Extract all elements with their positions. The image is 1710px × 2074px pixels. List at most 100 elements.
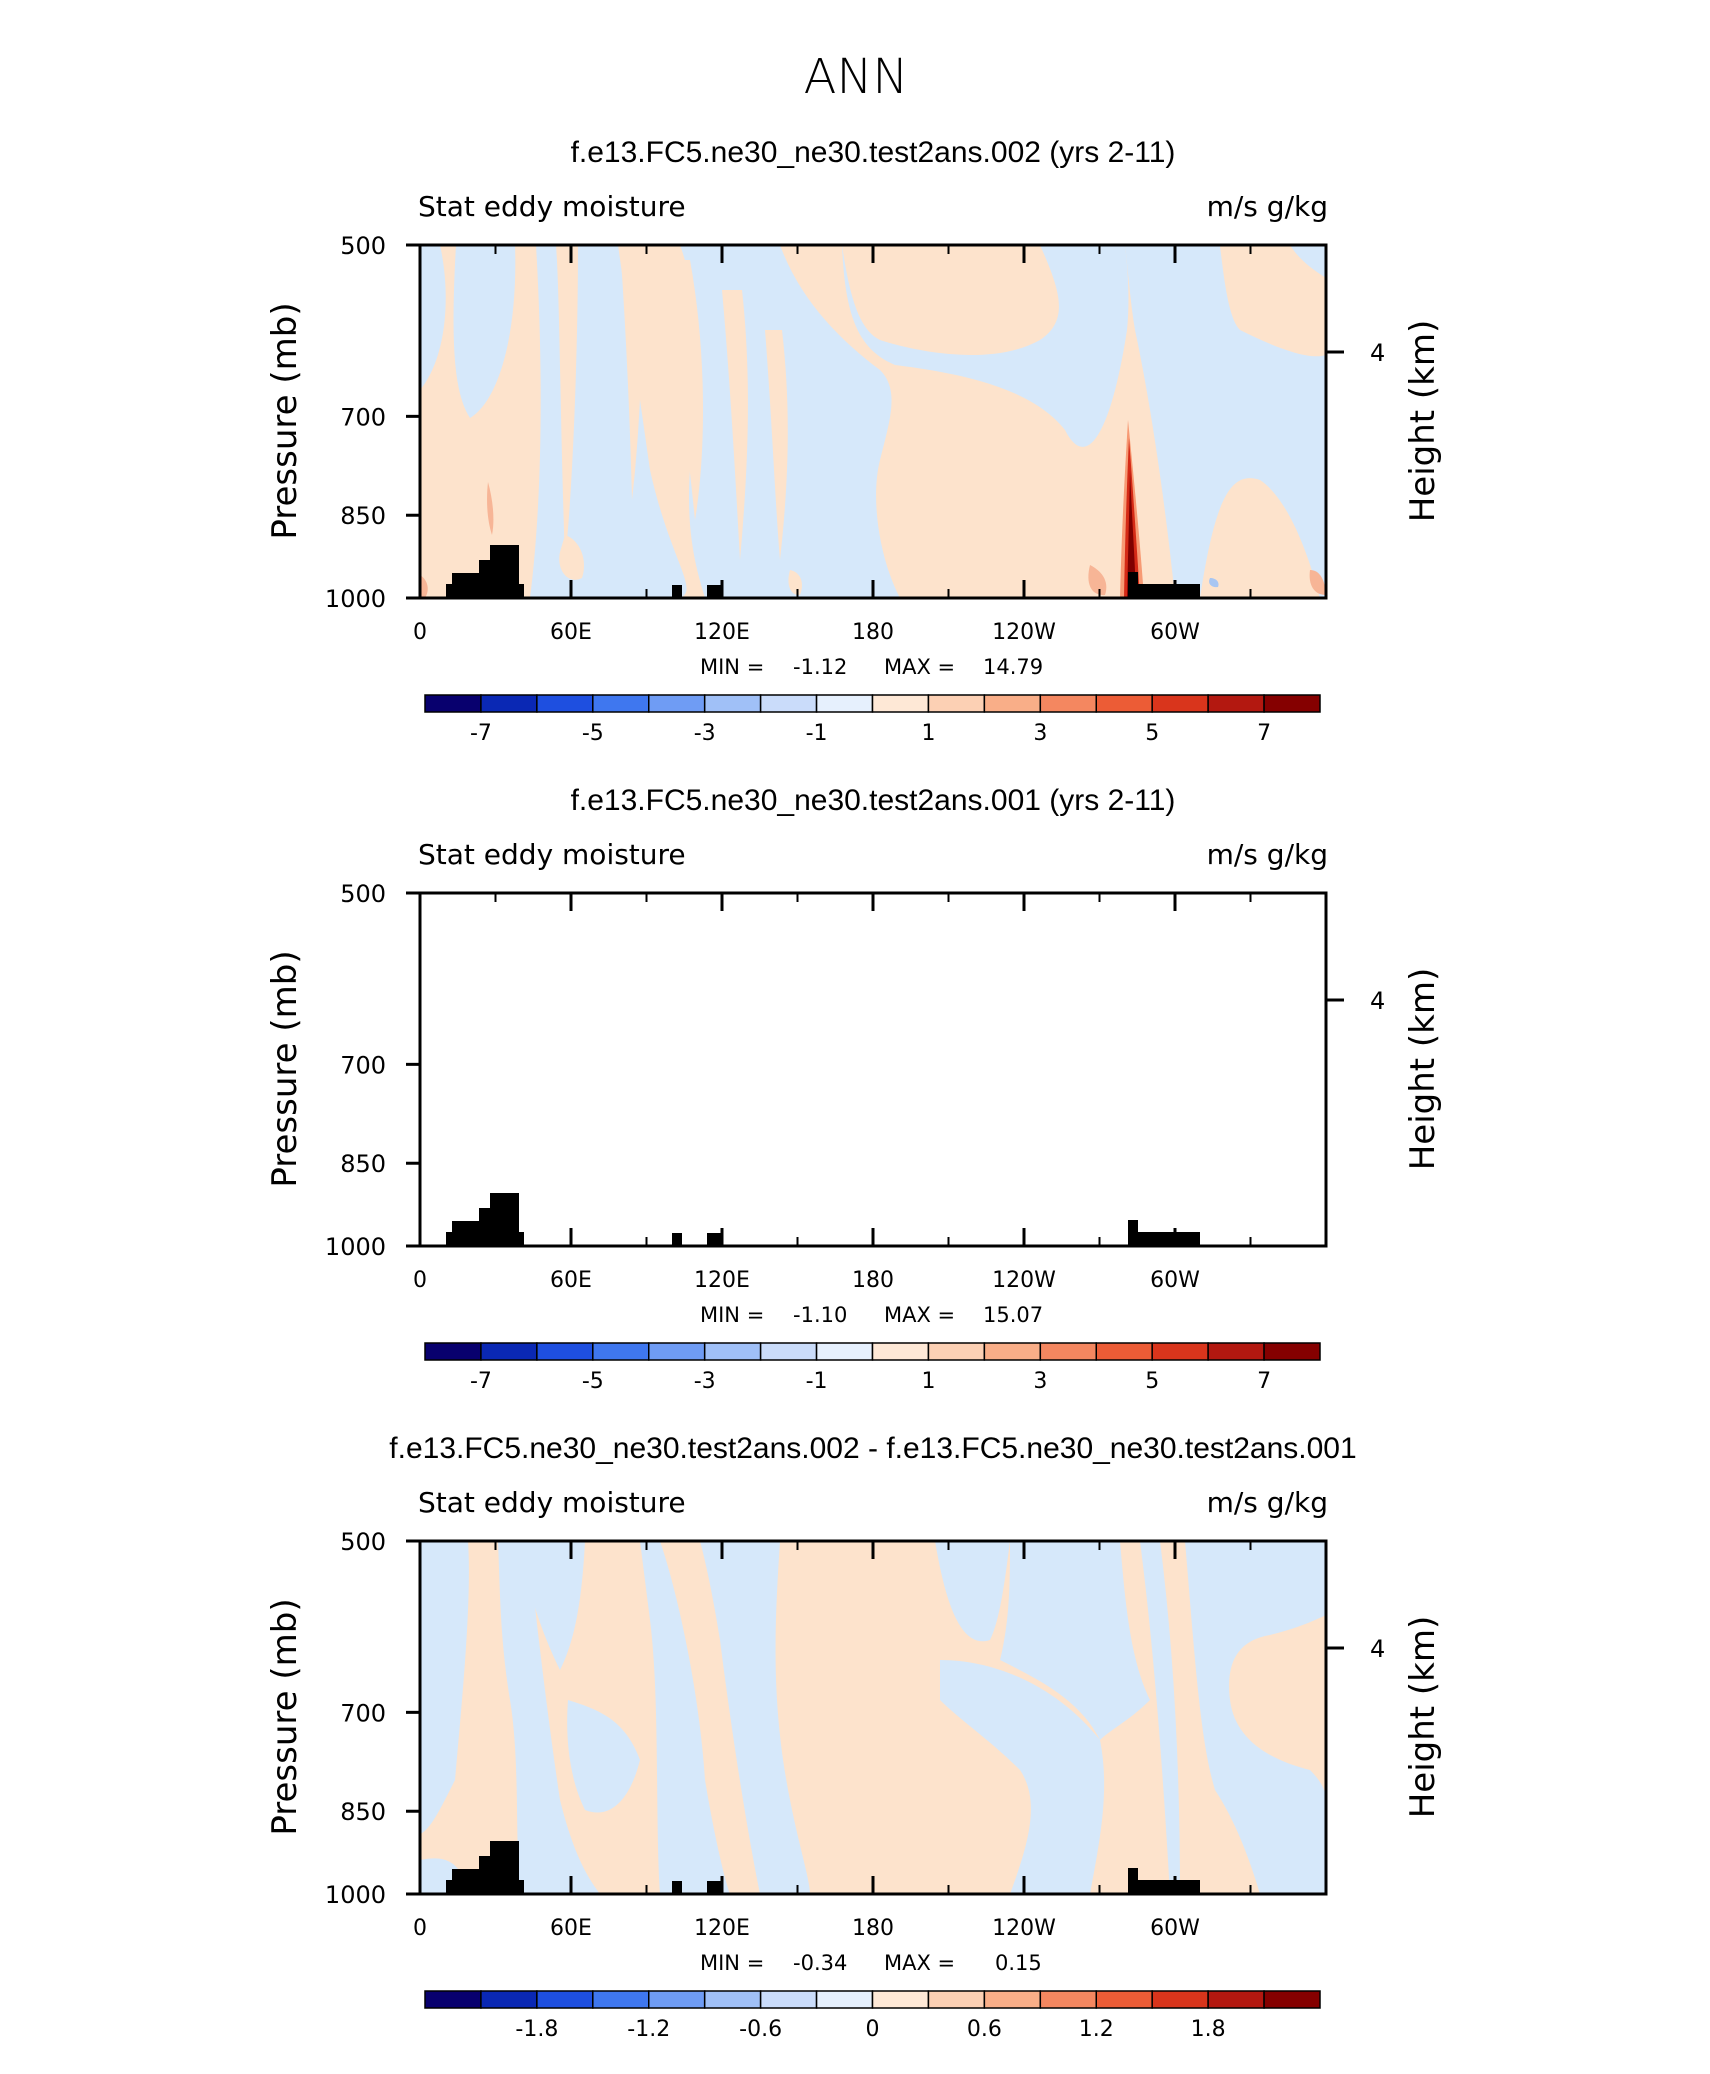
colorbar-swatch [1263,1990,1321,2009]
colorbar-swatch [703,1342,762,1361]
positive-region [559,1183,584,1228]
colorbar-swatch [1207,694,1265,713]
colorbar-swatch [536,694,594,713]
land-block [1128,1220,1200,1246]
colorbar-swatch [1095,1342,1153,1361]
y2-axis: 4 [1326,1635,1385,1663]
contour-field [420,893,1326,1246]
x-tick-label: 120W [992,1916,1056,1941]
colorbar-swatch [1039,694,1097,713]
positive-region [556,245,578,560]
negative-region [1000,1541,1150,1740]
colorbar-swatch [815,694,874,713]
x-tick-label: 0 [413,1268,427,1293]
x-tick-label: 180 [852,620,894,645]
max-value: 14.79 [983,655,1043,679]
y-tick-label: 700 [340,1051,386,1079]
panel-2: f.e13.FC5.ne30_ne30.test2ans.001 (yrs 2-… [265,784,1443,1394]
y2-tick-label: 4 [1370,987,1385,1015]
x-tick-label: 60E [550,1268,592,1293]
positive-region [556,893,578,1208]
y-axis-title: Pressure (mb) [265,302,305,539]
colorbar-tick-label: 3 [1033,1369,1047,1394]
x-tick-label: 60E [550,620,592,645]
max-label: MAX = [884,1303,955,1327]
panel-3: f.e13.FC5.ne30_ne30.test2ans.002 - f.e13… [265,1432,1443,2042]
colorbar-tick-label: 7 [1257,721,1271,746]
colorbar-swatch [480,1342,538,1361]
colorbar-swatch [1263,1342,1321,1361]
colorbar-swatch [1151,1342,1209,1361]
negative-region [1185,1541,1326,1894]
x-tick-label: 120E [694,620,750,645]
spike-outer [1120,1068,1144,1246]
min-max-stats: MIN = -1.12 MAX = 14.79 [700,655,1043,679]
negative-region [1125,893,1326,1246]
colorbar-swatch [480,1990,538,2009]
colorbar-swatch [927,1342,986,1361]
negative-region [940,1660,1105,1894]
colorbar-tick-label: -0.6 [739,2017,782,2042]
colorbar-swatch [1039,1990,1097,2009]
stronger-positive-region [1088,1213,1106,1243]
x-tick-label: 120W [992,1268,1056,1293]
colorbar-tick-label: -1 [806,721,828,746]
contour-field [420,1541,1326,1894]
colorbar-tick-label: 5 [1145,1369,1159,1394]
colorbar-swatch [592,1990,650,2009]
y-tick-label: 700 [340,403,386,431]
negative-region [454,893,516,1066]
x-tick-label: 120E [694,1268,750,1293]
colorbar-swatch [927,694,986,713]
colorbar-swatch [424,1990,482,2009]
colorbar-tick-label: 1.8 [1191,2017,1226,2042]
positive-region [655,908,703,1168]
negative-region [700,1541,810,1894]
min-max-stats: MIN = -0.34 MAX = 0.15 [700,1951,1042,1975]
colorbar-swatch [648,1342,706,1361]
colorbar-swatch [759,694,818,713]
stronger-positive-region [487,482,494,535]
colorbar-tick-label: 0 [866,2017,880,2042]
colorbar-swatch [424,694,482,713]
colorbar-tick-label: -7 [470,721,492,746]
panel-title: f.e13.FC5.ne30_ne30.test2ans.002 (yrs 2-… [571,136,1176,169]
panel-left-label: Stat eddy moisture [418,190,686,223]
negative-region [1140,1541,1180,1894]
y-axis: 500 700 850 1000 [325,880,420,1261]
panel-left-label: Stat eddy moisture [418,838,686,871]
negative-region [530,893,687,1246]
colorbar-swatch [592,1342,650,1361]
y2-tick-label: 4 [1370,1635,1385,1663]
positive-region [655,260,704,520]
colorbar-swatch [424,1342,482,1361]
colorbar-swatch [759,1990,818,2009]
max-label: MAX = [884,655,955,679]
negative-region [420,245,446,390]
positive-region [1220,893,1270,938]
land-block [672,1233,682,1246]
colorbar-swatch [703,1990,762,2009]
stronger-positive-region [487,1130,493,1183]
stronger-positive-region [1088,565,1107,596]
y2-axis-title: Height (km) [1403,1616,1443,1819]
x-tick-label: 120W [992,620,1056,645]
y2-tick-label: 4 [1370,339,1385,367]
negative-blip [1209,1226,1218,1235]
colorbar-swatch [759,1342,818,1361]
colorbar-swatch [815,1990,874,2009]
positive-region [620,893,642,1148]
stronger-positive-region [1310,1218,1326,1243]
y2-axis: 4 [1326,339,1385,367]
x-tick-label: 0 [413,620,427,645]
y-axis: 500 700 850 1000 [325,232,420,613]
colorbar-swatch [1095,1990,1153,2009]
y-tick-label: 850 [340,1798,386,1826]
colorbar-swatch [983,1990,1042,2009]
colorbar-tick-label: 5 [1145,721,1159,746]
stronger-positive-region [420,575,428,598]
colorbar: -7 -5 -3 -1 1 3 5 7 [424,694,1321,746]
min-value: -1.12 [793,655,847,679]
colorbar-swatch [1095,694,1153,713]
